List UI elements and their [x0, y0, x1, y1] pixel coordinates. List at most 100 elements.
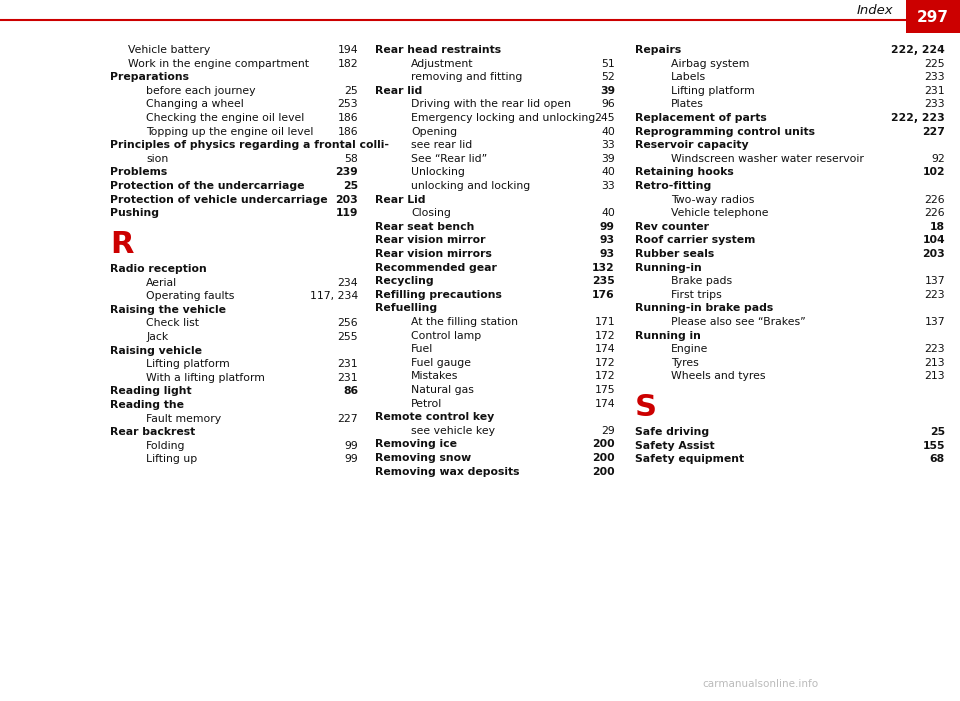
Text: 174: 174 — [594, 399, 615, 409]
Text: With a lifting platform: With a lifting platform — [146, 373, 265, 383]
Text: 227: 227 — [337, 414, 358, 423]
Text: 200: 200 — [592, 440, 615, 449]
Text: R: R — [110, 230, 133, 259]
Text: 102: 102 — [923, 168, 945, 177]
Text: Operating faults: Operating faults — [146, 291, 234, 301]
Text: Reservoir capacity: Reservoir capacity — [635, 140, 749, 150]
Text: 39: 39 — [601, 154, 615, 164]
Text: 231: 231 — [337, 373, 358, 383]
Text: 172: 172 — [594, 372, 615, 381]
Text: Driving with the rear lid open: Driving with the rear lid open — [411, 100, 571, 109]
Text: Wheels and tyres: Wheels and tyres — [671, 372, 765, 381]
Text: 86: 86 — [343, 386, 358, 396]
Text: 39: 39 — [600, 86, 615, 96]
Text: removing and fitting: removing and fitting — [411, 72, 522, 82]
Text: 137: 137 — [924, 317, 945, 327]
Text: Windscreen washer water reservoir: Windscreen washer water reservoir — [671, 154, 864, 164]
Text: Vehicle battery: Vehicle battery — [128, 45, 210, 55]
Text: 40: 40 — [601, 168, 615, 177]
Text: Changing a wheel: Changing a wheel — [146, 100, 244, 109]
Text: Aerial: Aerial — [146, 278, 178, 287]
Text: 68: 68 — [930, 454, 945, 464]
Text: Remote control key: Remote control key — [375, 412, 494, 422]
Text: Rear lid: Rear lid — [375, 86, 422, 96]
Text: Please also see “Brakes”: Please also see “Brakes” — [671, 317, 805, 327]
Text: see vehicle key: see vehicle key — [411, 426, 495, 436]
Text: Running-in brake pads: Running-in brake pads — [635, 304, 773, 313]
Text: 99: 99 — [600, 222, 615, 232]
Text: Checking the engine oil level: Checking the engine oil level — [146, 113, 304, 123]
Text: 253: 253 — [337, 100, 358, 109]
Text: Removing wax deposits: Removing wax deposits — [375, 467, 519, 477]
Text: Emergency locking and unlocking: Emergency locking and unlocking — [411, 113, 595, 123]
Text: 297: 297 — [917, 10, 949, 25]
Text: 40: 40 — [601, 127, 615, 137]
Text: 104: 104 — [923, 236, 945, 245]
Text: Adjustment: Adjustment — [411, 59, 473, 69]
Text: 176: 176 — [592, 290, 615, 300]
Text: 137: 137 — [924, 276, 945, 286]
Text: At the filling station: At the filling station — [411, 317, 518, 327]
Text: 213: 213 — [924, 372, 945, 381]
Text: unlocking and locking: unlocking and locking — [411, 181, 530, 191]
Text: Work in the engine compartment: Work in the engine compartment — [128, 59, 309, 69]
Text: 33: 33 — [601, 140, 615, 150]
Text: Removing snow: Removing snow — [375, 453, 471, 463]
Text: Folding: Folding — [146, 441, 185, 451]
Text: Running in: Running in — [635, 331, 701, 341]
Text: 99: 99 — [345, 454, 358, 464]
Text: Fuel gauge: Fuel gauge — [411, 358, 471, 368]
Text: 117, 234: 117, 234 — [310, 291, 358, 301]
Text: Index: Index — [856, 4, 893, 18]
Text: Radio reception: Radio reception — [110, 264, 206, 274]
Text: Roof carrier system: Roof carrier system — [635, 236, 756, 245]
Text: Opening: Opening — [411, 127, 457, 137]
Text: 245: 245 — [594, 113, 615, 123]
Text: 132: 132 — [592, 263, 615, 273]
Text: Safety Assist: Safety Assist — [635, 441, 714, 451]
Text: 235: 235 — [592, 276, 615, 286]
Text: Rear seat bench: Rear seat bench — [375, 222, 474, 232]
Text: First trips: First trips — [671, 290, 722, 300]
Text: Engine: Engine — [671, 344, 708, 354]
Text: Brake pads: Brake pads — [671, 276, 732, 286]
Text: sion: sion — [146, 154, 168, 164]
Text: 172: 172 — [594, 358, 615, 368]
Text: 182: 182 — [337, 59, 358, 69]
Text: 25: 25 — [930, 427, 945, 437]
Text: S: S — [635, 393, 657, 422]
Text: 226: 226 — [924, 195, 945, 205]
Text: Refuelling: Refuelling — [375, 304, 437, 313]
Text: Replacement of parts: Replacement of parts — [635, 113, 767, 123]
Text: Fuel: Fuel — [411, 344, 433, 354]
Text: Control lamp: Control lamp — [411, 331, 481, 341]
Text: 231: 231 — [924, 86, 945, 96]
Text: 200: 200 — [592, 467, 615, 477]
Text: Lifting platform: Lifting platform — [146, 359, 229, 369]
Text: Petrol: Petrol — [411, 399, 443, 409]
Text: Topping up the engine oil level: Topping up the engine oil level — [146, 127, 313, 137]
Text: Rear vision mirrors: Rear vision mirrors — [375, 249, 492, 259]
Text: Running-in: Running-in — [635, 263, 702, 273]
Text: before each journey: before each journey — [146, 86, 255, 96]
Text: 29: 29 — [601, 426, 615, 436]
Text: Safe driving: Safe driving — [635, 427, 709, 437]
Text: 227: 227 — [923, 127, 945, 137]
Text: Lifting platform: Lifting platform — [671, 86, 755, 96]
Text: 225: 225 — [924, 59, 945, 69]
Text: 155: 155 — [923, 441, 945, 451]
Text: 58: 58 — [345, 154, 358, 164]
Text: Mistakes: Mistakes — [411, 372, 458, 381]
Text: 239: 239 — [335, 168, 358, 177]
Text: Rear backrest: Rear backrest — [110, 427, 195, 437]
Text: Tyres: Tyres — [671, 358, 699, 368]
Text: 51: 51 — [601, 59, 615, 69]
Text: Check list: Check list — [146, 318, 199, 328]
Text: 200: 200 — [592, 453, 615, 463]
Text: 99: 99 — [345, 441, 358, 451]
Text: 256: 256 — [337, 318, 358, 328]
Text: Unlocking: Unlocking — [411, 168, 465, 177]
Text: Labels: Labels — [671, 72, 707, 82]
Text: Rubber seals: Rubber seals — [635, 249, 714, 259]
Text: Rear vision mirror: Rear vision mirror — [375, 236, 486, 245]
